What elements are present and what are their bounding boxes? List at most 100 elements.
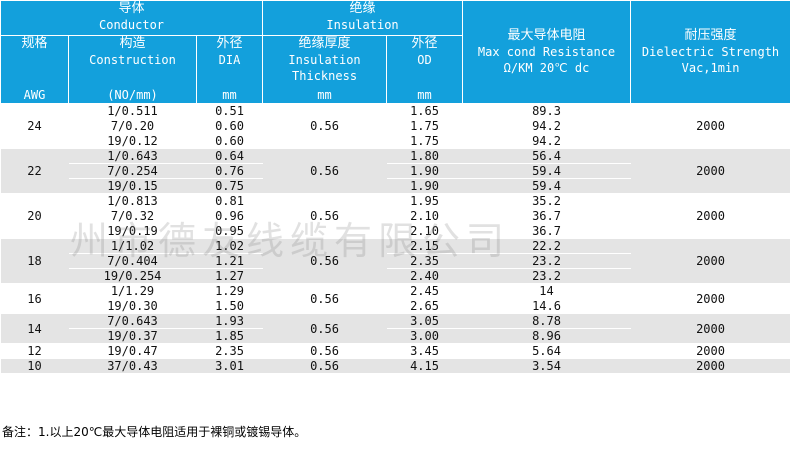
od-cell: 3.00 <box>386 328 463 344</box>
spec-table: 导体 Conductor 绝缘 Insulation 最大导体电阻 Max cond Re… <box>0 0 790 374</box>
column-header: 耐压强度 Dielectric Strength Vac,1min <box>630 0 790 104</box>
table-row: 12 19/0.47 2.35 0.56 3.45 5.64 2000 <box>0 343 790 359</box>
header-top: 最大导体电阻 Max cond Resistance <box>463 28 630 60</box>
resistance-cell: 23.2 <box>462 268 631 284</box>
dia-cell: 1.85 <box>196 328 263 344</box>
table-row: 7/0.20 0.60 1.75 94.2 <box>1 118 790 134</box>
column-header: 最大导体电阻 Max cond Resistance Ω/KM 20℃ dc <box>462 0 632 104</box>
dia-cell: 1.21 <box>196 253 263 269</box>
header-unit: mm <box>417 88 432 102</box>
header-cell-content: 构造 Construction (NO/mm) <box>69 36 196 103</box>
construction-cell: 19/0.47 <box>68 343 197 359</box>
dia-cell: 1.27 <box>196 268 263 284</box>
column-header: 绝缘厚度 Insulation Thickness mm <box>262 35 388 104</box>
awg-cell: 14 <box>0 313 69 344</box>
header-top: 绝缘厚度 Insulation Thickness <box>263 36 386 84</box>
od-cell: 4.15 <box>386 358 463 374</box>
construction-cell: 7/0.404 <box>68 253 197 269</box>
construction-cell: 37/0.43 <box>68 358 197 374</box>
header-en: Max cond Resistance <box>477 45 616 59</box>
column-header: 规格 AWG <box>0 35 69 104</box>
table-row: 24 1/0.511 0.51 0.56 1.65 89.3 2000 <box>0 103 790 149</box>
dia-cell: 1.02 <box>196 238 263 254</box>
table-row: 19/0.15 0.75 1.90 59.4 <box>1 178 790 194</box>
od-cell: 2.15 <box>386 238 463 254</box>
header-row: 规格 AWG 构造 Construction (NO/mm) 外径 DIA mm 绝缘厚度 Ins… <box>0 35 790 104</box>
table-row: 19/0.12 0.60 1.75 94.2 <box>1 133 790 149</box>
dia-cell: 1.50 <box>196 298 263 314</box>
awg-cell: 22 <box>0 148 69 194</box>
dia-cell: 0.75 <box>196 178 263 194</box>
od-cell: 1.65 <box>386 103 463 119</box>
header-cell-content: 绝缘厚度 Insulation Thickness mm <box>263 36 386 103</box>
header-unit: AWG <box>23 88 46 102</box>
thickness-cell: 0.56 <box>262 343 387 359</box>
resistance-cell: 14 <box>462 283 631 299</box>
od-cell: 2.40 <box>386 268 463 284</box>
header-zh: 规格 <box>21 36 48 52</box>
dia-cell: 0.81 <box>196 193 263 209</box>
resistance-cell: 14.6 <box>462 298 631 314</box>
od-cell: 1.90 <box>386 178 463 194</box>
construction-cell: 7/0.32 <box>68 208 197 224</box>
od-cell: 2.10 <box>386 223 463 239</box>
header-row: 导体 Conductor 绝缘 Insulation 最大导体电阻 Max cond Re… <box>0 0 790 104</box>
awg-cell: 12 <box>0 343 69 359</box>
note: 备注：1.以上20℃最大导体电阻适用于裸铜或镀锡导体。 <box>2 425 307 439</box>
header-en: Construction <box>89 53 176 68</box>
voltage-cell: 2000 <box>630 358 790 374</box>
construction-cell: 19/0.19 <box>68 223 197 239</box>
table-row: 20 1/0.813 0.81 0.56 1.95 35.2 2000 <box>0 193 790 239</box>
header-top: 耐压强度 Dielectric Strength <box>631 28 790 60</box>
header-unit: Ω/KM 20℃ dc <box>503 61 590 75</box>
od-cell: 1.75 <box>386 118 463 134</box>
od-cell: 2.35 <box>386 253 463 269</box>
resistance-cell: 22.2 <box>462 238 631 254</box>
resistance-cell: 56.4 <box>462 148 631 164</box>
construction-cell: 7/0.643 <box>68 313 197 329</box>
header-unit: mm <box>222 88 237 102</box>
dia-cell: 0.60 <box>196 118 263 134</box>
column-header: 构造 Construction (NO/mm) <box>68 35 197 104</box>
table-header: 导体 Conductor 绝缘 Insulation 最大导体电阻 Max cond Re… <box>0 0 790 104</box>
resistance-cell: 35.2 <box>462 193 631 209</box>
group-header: 导体 Conductor <box>0 0 264 37</box>
dia-cell: 1.29 <box>196 283 263 299</box>
header-zh: 外径 <box>411 36 438 52</box>
dia-cell: 0.60 <box>196 133 263 149</box>
table-row: 19/0.254 1.27 2.40 23.2 <box>1 268 790 284</box>
od-cell: 1.95 <box>386 193 463 209</box>
thickness-cell: 0.56 <box>262 358 387 374</box>
voltage-cell: 2000 <box>630 148 790 194</box>
header-zh: 耐压强度 <box>684 28 737 43</box>
od-cell: 1.75 <box>386 133 463 149</box>
header-zh: 外径 <box>216 36 243 52</box>
header-top: 外径 DIA <box>197 36 262 68</box>
resistance-cell: 23.2 <box>462 253 631 269</box>
group-en: Conductor <box>99 18 165 32</box>
header-top: 外径 OD <box>387 36 462 68</box>
thickness-cell: 0.56 <box>262 313 387 344</box>
construction-cell: 1/0.813 <box>68 193 197 209</box>
header-en: Dielectric Strength <box>641 45 780 59</box>
od-cell: 1.80 <box>386 148 463 164</box>
header-unit: mm <box>317 88 332 102</box>
table-row: 22 1/0.643 0.64 0.56 1.80 56.4 2000 <box>0 148 790 194</box>
table-body: 24 1/0.511 0.51 0.56 1.65 89.3 2000 7/0.20 0.60 1… <box>0 103 790 374</box>
construction-cell: 1/0.643 <box>68 148 197 164</box>
resistance-cell: 8.78 <box>462 313 631 329</box>
resistance-cell: 89.3 <box>462 103 631 119</box>
header-cell-content: 规格 AWG <box>1 36 68 103</box>
resistance-cell: 59.4 <box>462 163 631 179</box>
table-row: 19/0.37 1.85 3.00 8.96 <box>1 328 790 344</box>
resistance-cell: 59.4 <box>462 178 631 194</box>
construction-cell: 19/0.30 <box>68 298 197 314</box>
dia-cell: 0.76 <box>196 163 263 179</box>
resistance-cell: 36.7 <box>462 208 631 224</box>
resistance-cell: 8.96 <box>462 328 631 344</box>
construction-cell: 19/0.37 <box>68 328 197 344</box>
table-row: 7/0.254 0.76 1.90 59.4 <box>1 163 790 179</box>
header-en: Insulation Thickness <box>288 53 361 84</box>
thickness-cell: 0.56 <box>262 193 387 239</box>
